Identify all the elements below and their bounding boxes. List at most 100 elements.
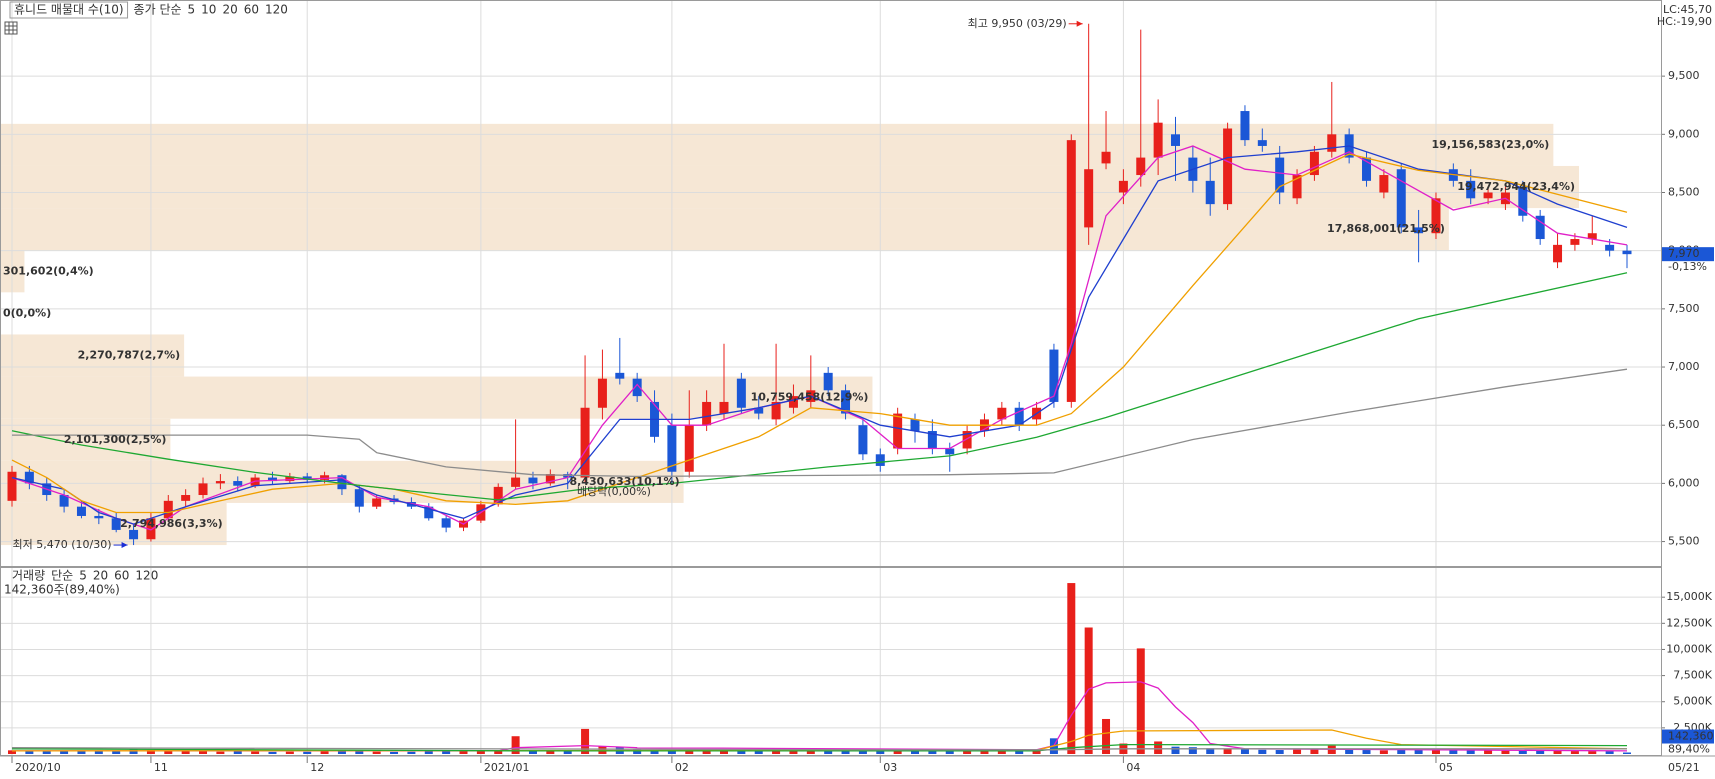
current-price-box (1662, 247, 1714, 262)
candle-body (233, 481, 243, 486)
volume-profile-label: 301,602(0,4%) (3, 264, 94, 277)
volume-bar (1136, 648, 1145, 754)
candle-body (1240, 111, 1250, 141)
volume-bar (928, 751, 937, 754)
candle-body (1379, 175, 1389, 193)
volume-bar (858, 750, 867, 754)
volume-bar (94, 750, 103, 754)
volume-bar (60, 750, 69, 754)
volume-bar (1032, 750, 1041, 754)
volume-profile-label: 10,759,458(12,9%) (751, 391, 869, 404)
y-tick-label: 6,000 (1668, 476, 1700, 489)
volume-bar (181, 751, 190, 754)
volume-bar (199, 751, 208, 754)
volume-bar (841, 750, 850, 754)
candle-body (771, 401, 781, 420)
candle-body (424, 506, 434, 519)
volume-bar (806, 750, 815, 754)
candle-body (163, 500, 173, 519)
candle-body (111, 518, 121, 530)
volume-bar (1345, 749, 1354, 754)
candle-body (545, 474, 555, 484)
candle-body (511, 477, 521, 487)
volume-bar (459, 751, 468, 754)
candle-body (632, 378, 642, 397)
legend-entry: 60 (114, 569, 129, 583)
candle-body (580, 407, 590, 478)
x-tick-label: 03 (883, 761, 897, 774)
volume-bar (511, 736, 520, 754)
current-volume-label: 142,360 (1668, 730, 1714, 743)
table-icon[interactable] (4, 21, 18, 35)
volume-bar (1171, 746, 1180, 754)
hc-label: HC:-19,90 (1657, 15, 1712, 28)
volume-bar (268, 751, 277, 754)
chart-title: 휴니드 매물대 수(10) (14, 3, 124, 17)
candle-body (1622, 250, 1632, 255)
candle-body (1431, 198, 1441, 234)
volume-profile-label: 2,101,300(2,5%) (64, 433, 167, 446)
candle-body (1205, 180, 1215, 205)
ma-line (12, 368, 1628, 478)
candle-body (59, 495, 69, 507)
volume-bar (1154, 741, 1163, 754)
volume-profile-label: 2,794,986(3,3%) (120, 517, 223, 530)
ma-line (11, 145, 1628, 525)
volume-bar (1518, 750, 1527, 754)
marks (7, 23, 1632, 754)
volume-bar (372, 751, 381, 754)
candle-body (858, 425, 868, 455)
candle-body (1014, 407, 1024, 426)
volume-bar (546, 751, 555, 754)
volume-bar (233, 751, 242, 754)
current-price-label: 7,970 (1668, 247, 1700, 260)
candle-body (841, 390, 851, 414)
candle-body (1362, 157, 1372, 181)
candle-body (945, 448, 955, 455)
candle-body (1483, 192, 1493, 199)
volume-profile-band (0, 123, 1554, 166)
candle-body (1327, 134, 1337, 152)
volume-bar (112, 751, 121, 754)
volume-bar (390, 751, 399, 754)
candle-body (94, 515, 104, 519)
candle-body (1049, 349, 1059, 402)
candle-body (1414, 227, 1424, 234)
candle-body (702, 401, 712, 426)
volume-profile-band (0, 208, 1449, 251)
candle-body (615, 372, 625, 379)
candle-body (719, 401, 729, 414)
x-tick-label: 02 (675, 761, 689, 774)
y-tick-label: 7,500 (1668, 302, 1700, 315)
candle-body (1101, 151, 1111, 164)
ma-line (12, 681, 1628, 752)
volume-bar (772, 749, 781, 754)
volume-bar (476, 751, 485, 754)
candle-body (962, 431, 972, 449)
candle-body (285, 476, 295, 482)
candle-body (1535, 215, 1545, 240)
candle-body (129, 529, 139, 540)
y-tick-label: 9,000 (1668, 127, 1700, 140)
volume-bar (1414, 750, 1423, 754)
volume-bar (963, 751, 972, 754)
volume-bar (337, 750, 346, 754)
legend-entry: 5 (79, 569, 87, 583)
high-label: 최고 9,950 (03/29) (968, 17, 1067, 30)
volume-bar (824, 750, 833, 754)
y-tick-label: 12,500K (1666, 616, 1712, 629)
volume-title: 거래량 (12, 569, 45, 583)
volume-bar (997, 750, 1006, 754)
volume-bar (1240, 749, 1249, 754)
current-volume-pct: 89,40% (1668, 743, 1710, 756)
candle-body (1605, 244, 1615, 251)
volume-bar (581, 728, 590, 754)
candle-body (1396, 169, 1406, 228)
volume-bar (1553, 750, 1562, 754)
x-tick-label: 2021/01 (484, 761, 530, 774)
candle-body (302, 476, 312, 480)
volume-bar (1588, 751, 1597, 754)
x-tick-label: 11 (154, 761, 168, 774)
volume-bar (42, 751, 51, 754)
